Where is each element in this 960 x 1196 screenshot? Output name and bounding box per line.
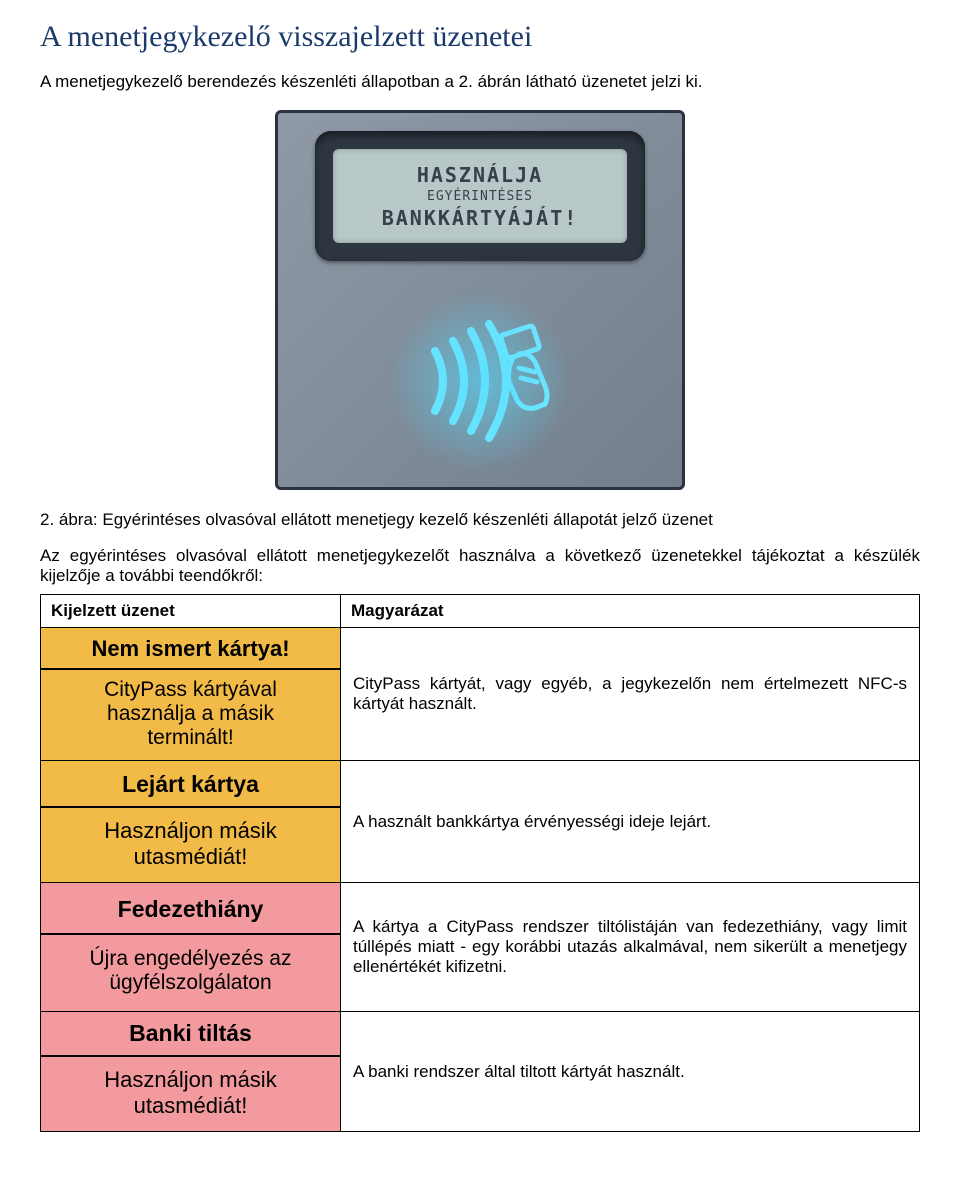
table-row: FedezethiányÚjra engedélyezés az ügyféls…: [41, 883, 920, 1012]
message-body: Használjon másik utasmédiát!: [41, 808, 340, 882]
lcd-line-1: HASZNÁLJA: [417, 163, 543, 187]
ticket-validator-device: HASZNÁLJA EGYÉRINTÉSES BANKKÁRTYÁJÁT!: [275, 110, 685, 490]
table-row: Banki tiltásHasználjon másik utasmédiát!…: [41, 1012, 920, 1132]
message-display-cell: Banki tiltásHasználjon másik utasmédiát!: [41, 1012, 341, 1132]
message-panel: FedezethiányÚjra engedélyezés az ügyféls…: [41, 883, 340, 1011]
message-display-cell: Nem ismert kártya!CityPass kártyával has…: [41, 628, 341, 761]
message-title: Nem ismert kártya!: [41, 628, 340, 670]
message-panel: Lejárt kártyaHasználjon másik utasmédiát…: [41, 761, 340, 882]
figure-caption: 2. ábra: Egyérintéses olvasóval ellátott…: [40, 510, 920, 530]
message-body: Újra engedélyezés az ügyfélszolgálaton: [41, 935, 340, 1009]
table-header-col2: Magyarázat: [341, 595, 920, 628]
intro-text: A menetjegykezelő berendezés készenléti …: [40, 72, 920, 92]
explanation-cell: A használt bankkártya érvényességi ideje…: [341, 761, 920, 883]
table-row: Lejárt kártyaHasználjon másik utasmédiát…: [41, 761, 920, 883]
lcd-line-3: BANKKÁRTYÁJÁT!: [382, 206, 579, 230]
lcd-screen: HASZNÁLJA EGYÉRINTÉSES BANKKÁRTYÁJÁT!: [333, 149, 627, 243]
lcd-line-2: EGYÉRINTÉSES: [427, 189, 533, 204]
message-body: CityPass kártyával használja a másik ter…: [41, 670, 340, 760]
explanation-cell: A kártya a CityPass rendszer tiltólistáj…: [341, 883, 920, 1012]
explanation-cell: CityPass kártyát, vagy egyéb, a jegykeze…: [341, 628, 920, 761]
page-heading: A menetjegykezelő visszajelzett üzenetei: [40, 20, 920, 54]
message-panel: Nem ismert kártya!CityPass kártyával has…: [41, 628, 340, 760]
message-body: Használjon másik utasmédiát!: [41, 1057, 340, 1131]
message-title: Banki tiltás: [41, 1012, 340, 1057]
explanation-cell: A banki rendszer által tiltott kártyát h…: [341, 1012, 920, 1132]
paragraph-before-table: Az egyérintéses olvasóval ellátott menet…: [40, 546, 920, 586]
table-row: Nem ismert kártya!CityPass kártyával has…: [41, 628, 920, 761]
message-title: Lejárt kártya: [41, 761, 340, 808]
messages-table: Kijelzett üzenet Magyarázat Nem ismert k…: [40, 594, 920, 1132]
message-display-cell: FedezethiányÚjra engedélyezés az ügyféls…: [41, 883, 341, 1012]
nfc-contactless-icon: [380, 281, 580, 481]
message-panel: Banki tiltásHasználjon másik utasmédiát!: [41, 1012, 340, 1131]
lcd-bezel: HASZNÁLJA EGYÉRINTÉSES BANKKÁRTYÁJÁT!: [315, 131, 645, 261]
message-display-cell: Lejárt kártyaHasználjon másik utasmédiát…: [41, 761, 341, 883]
table-header-col1: Kijelzett üzenet: [41, 595, 341, 628]
message-title: Fedezethiány: [41, 886, 340, 935]
device-figure: HASZNÁLJA EGYÉRINTÉSES BANKKÁRTYÁJÁT!: [40, 110, 920, 490]
